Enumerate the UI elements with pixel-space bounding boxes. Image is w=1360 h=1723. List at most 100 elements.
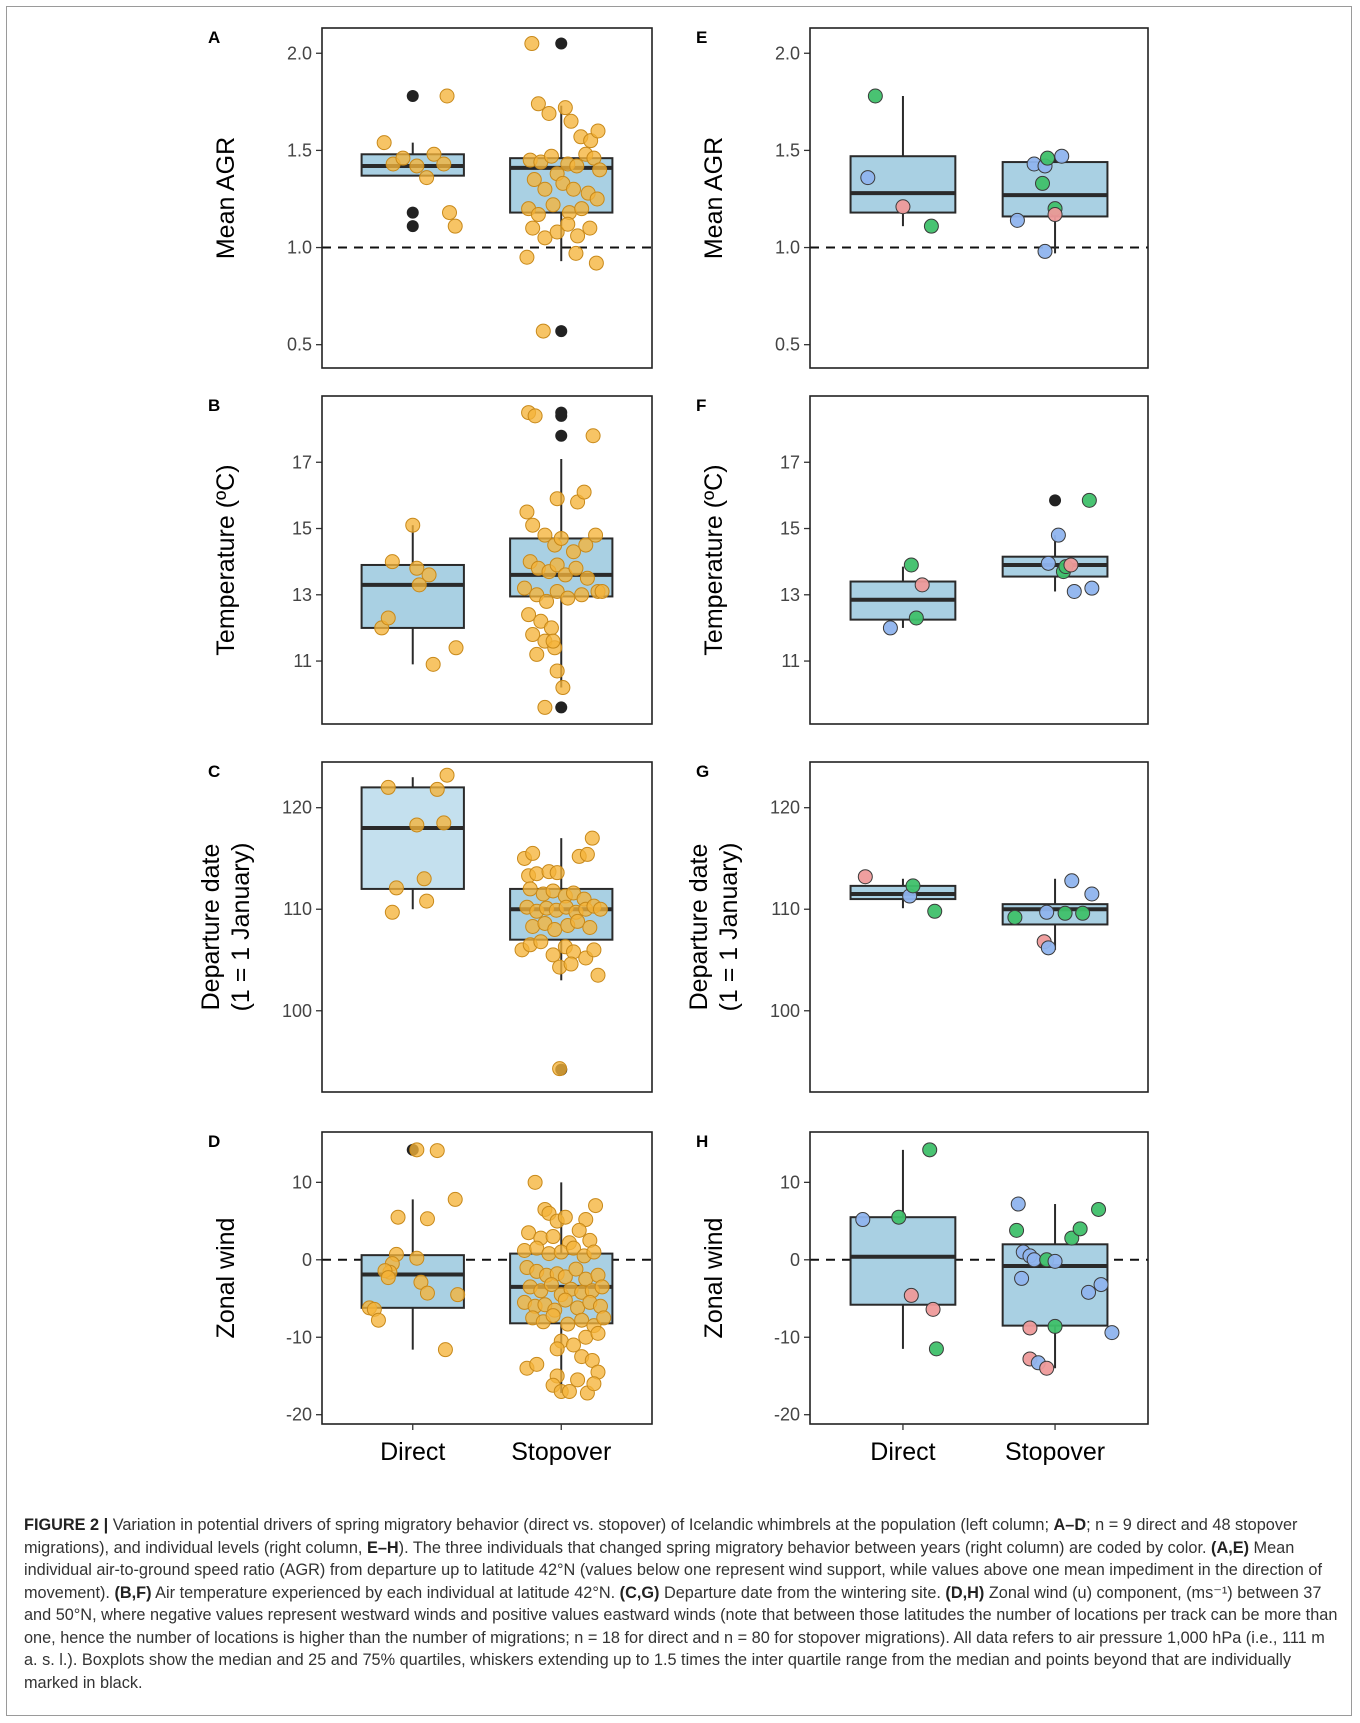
data-point [525, 627, 541, 643]
panel-f: F 11 13 15 17 Temperature (ºC) [696, 395, 1149, 725]
data-point [529, 1240, 545, 1256]
data-point [925, 1301, 941, 1317]
y-axis-title: Temperature (ºC) [700, 464, 728, 655]
y-tick-label: 2.0 [287, 43, 312, 63]
panel-label: F [696, 396, 706, 415]
data-point [905, 878, 921, 894]
data-point [585, 428, 601, 444]
y-tick-label: 100 [770, 1001, 800, 1021]
data-point [436, 815, 452, 831]
data-point [560, 216, 576, 232]
data-point [1072, 1221, 1088, 1237]
data-point [568, 245, 584, 261]
data-point [439, 88, 455, 104]
data-point [557, 100, 573, 116]
data-point [537, 699, 553, 715]
data-point [537, 230, 553, 246]
y-tick-label: 11 [293, 651, 312, 671]
y-tick-label: -10 [286, 1327, 312, 1347]
caption-bold-run: FIGURE 2 | [24, 1516, 113, 1534]
data-point [419, 1211, 435, 1227]
data-point [592, 162, 608, 178]
data-point [1084, 886, 1100, 902]
figure-frame [6, 6, 1352, 1716]
panel-label: H [696, 1132, 708, 1151]
caption-bold-run: (D,H) [945, 1583, 985, 1602]
data-point [574, 201, 590, 217]
data-point [908, 610, 924, 626]
data-point [860, 170, 876, 186]
data-point [568, 1261, 584, 1277]
data-point [537, 181, 553, 197]
data-point [527, 1174, 543, 1190]
data-point [590, 123, 606, 139]
caption-bold-run: A–D [1053, 1516, 1087, 1534]
data-point [530, 96, 546, 112]
data-point [1040, 940, 1056, 956]
data-point [1075, 905, 1091, 921]
panel-label: A [208, 28, 220, 47]
data-point [429, 781, 445, 797]
caption-bold-run: (C,G) [619, 1583, 660, 1602]
data-point [450, 1287, 466, 1303]
y-tick-label: 13 [780, 585, 800, 605]
x-tick-label: Direct [870, 1438, 935, 1466]
data-point [429, 1143, 445, 1159]
outlier-point [555, 325, 568, 338]
data-point [1026, 1252, 1042, 1268]
data-point [927, 903, 943, 919]
y-tick-label: 15 [292, 519, 312, 539]
data-point [1039, 904, 1055, 920]
data-point [1039, 1360, 1055, 1376]
data-point [590, 967, 606, 983]
data-point [586, 1244, 602, 1260]
data-point [1064, 1230, 1080, 1246]
data-point [867, 88, 883, 104]
y-tick-label: 10 [780, 1172, 800, 1192]
data-point [376, 135, 392, 151]
data-point [895, 199, 911, 215]
y-axis-title: (1 = 1 January) [715, 843, 743, 1012]
y-tick-label: 0.5 [287, 335, 312, 355]
caption-bold-run: (B,F) [114, 1583, 152, 1602]
data-point [370, 1312, 386, 1328]
data-point [525, 220, 541, 236]
y-tick-label: 15 [780, 519, 800, 539]
y-tick-label: 10 [292, 1172, 312, 1192]
data-point [395, 150, 411, 166]
plot-border [809, 27, 1149, 369]
data-point [539, 593, 555, 609]
panel-label: C [208, 762, 220, 781]
box-iqr [849, 1216, 957, 1306]
data-point [923, 218, 939, 234]
y-tick-label: 110 [771, 899, 800, 919]
data-point [521, 607, 537, 623]
data-point [549, 557, 565, 573]
data-point [553, 530, 569, 546]
data-point [1040, 150, 1056, 166]
panel-b: B 11 13 15 17 Temperature (ºC) [208, 395, 653, 725]
data-point [516, 1243, 532, 1259]
outlier-point [555, 701, 568, 714]
data-point [586, 1376, 602, 1392]
panel-label: D [208, 1132, 220, 1151]
data-point [533, 613, 549, 629]
data-point [1014, 1270, 1030, 1286]
y-tick-label: 11 [781, 651, 800, 671]
data-point [922, 1142, 938, 1158]
outlier-point [555, 406, 568, 419]
data-point [903, 1287, 919, 1303]
data-point [549, 663, 565, 679]
data-point [1007, 909, 1023, 925]
y-tick-label: -20 [774, 1405, 800, 1425]
data-point [586, 942, 602, 958]
data-point [545, 1229, 561, 1245]
data-point [1104, 1325, 1120, 1341]
data-point [574, 587, 590, 603]
y-axis-title: (1 = 1 January) [227, 843, 255, 1012]
outlier-point [406, 90, 419, 102]
y-tick-label: 17 [780, 452, 800, 472]
data-point [419, 1285, 435, 1301]
data-point [596, 1310, 612, 1326]
data-point [409, 1142, 425, 1158]
